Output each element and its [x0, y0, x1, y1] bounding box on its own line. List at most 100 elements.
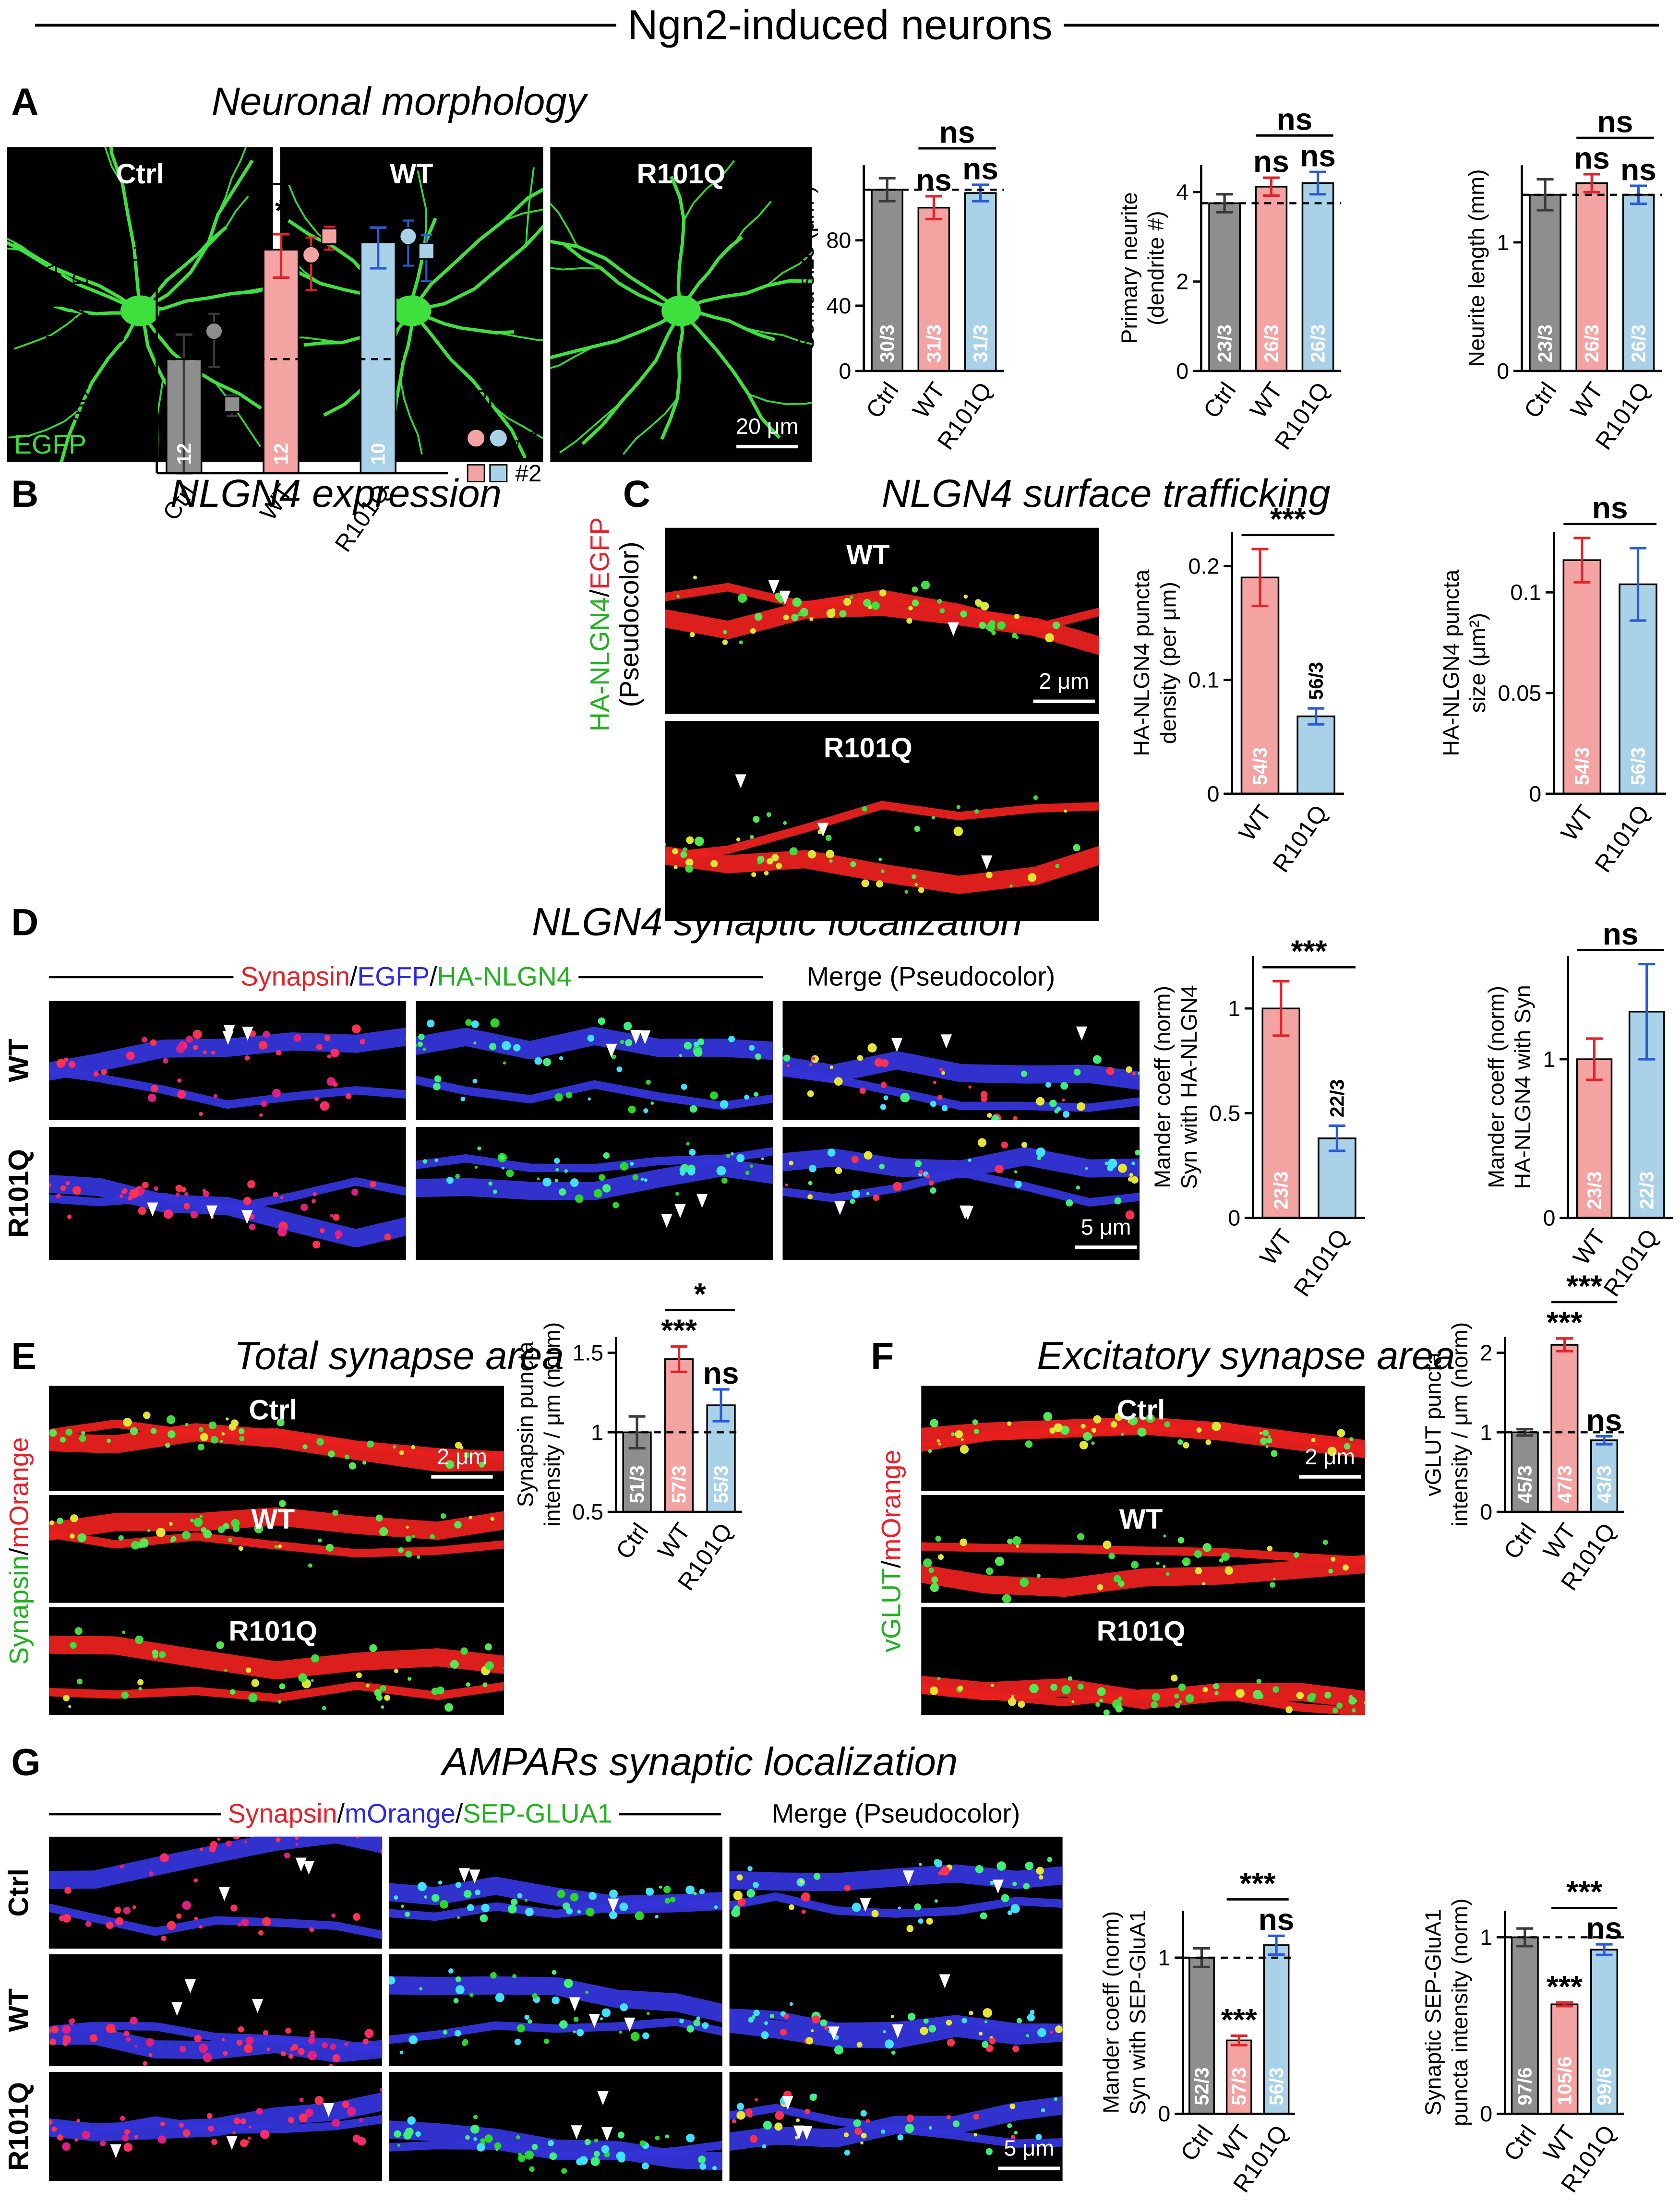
micrograph-feature: [609, 1911, 617, 1919]
arrowhead: [834, 1201, 846, 1215]
micrograph: [389, 1836, 722, 1949]
micrograph-feature: [601, 2008, 611, 2017]
micrograph-feature: [864, 1151, 873, 1160]
micrograph-feature: [1152, 1693, 1160, 1701]
micrograph-feature: [1322, 1539, 1328, 1545]
y-axis-label: intensity / μm (norm): [540, 1322, 564, 1527]
micrograph-feature: [440, 1900, 449, 1909]
micrograph-feature: [135, 1635, 144, 1644]
micrograph: [665, 527, 1099, 714]
micrograph-feature: [809, 1063, 813, 1066]
micrograph-feature: [878, 858, 882, 862]
micrograph-feature: [681, 1084, 687, 1090]
micrograph-feature: [834, 1077, 843, 1086]
micrograph-feature: [694, 836, 704, 846]
figure-title: Ngn2-induced neurons: [627, 1, 1052, 48]
micrograph-feature: [1118, 1580, 1125, 1587]
micrograph-feature: [123, 2142, 132, 2152]
micrograph-feature: [746, 1889, 756, 1898]
micrograph-feature: [554, 1158, 560, 1164]
micrograph-feature: [797, 612, 802, 617]
micrograph-feature: [663, 1886, 671, 1893]
micrograph-feature: [830, 608, 836, 613]
arrowhead: [458, 1868, 470, 1882]
micrograph-feature: [1010, 1904, 1020, 1914]
micrograph-feature: [384, 1233, 391, 1241]
micrograph-feature: [946, 2020, 952, 2026]
micrograph-feature: [327, 1054, 331, 1059]
micrograph-feature: [990, 1683, 994, 1687]
micrograph-feature: [33, 1436, 40, 1443]
micrograph-feature: [60, 1185, 66, 1191]
micrograph-feature: [430, 1534, 435, 1539]
micrograph-feature: [150, 1039, 157, 1046]
micrograph-feature: [157, 2135, 167, 2144]
micrograph-feature: [1126, 1066, 1132, 1073]
micrograph-feature: [332, 2054, 340, 2062]
micrograph-feature: [431, 1894, 440, 1902]
micrograph-feature: [438, 1880, 443, 1885]
micrograph-feature: [646, 1079, 651, 1085]
micrograph-feature: [198, 1112, 203, 1116]
error-bar: [1272, 980, 1290, 1037]
micrograph-feature: [198, 1427, 204, 1432]
image-label: 20 μm: [736, 414, 799, 439]
micrograph-feature: [987, 1113, 992, 1118]
arrowhead: [222, 1030, 234, 1045]
micrograph-feature: [593, 2151, 600, 2157]
micrograph-feature: [616, 2151, 625, 2161]
micrograph-feature: [550, 267, 602, 271]
micrograph-feature: [685, 1885, 695, 1895]
micrograph-feature: [811, 2029, 814, 2033]
micrograph-feature: [599, 1174, 605, 1181]
micrograph-feature: [698, 2155, 706, 2164]
micrograph-feature: [93, 1071, 99, 1077]
micrograph-feature: [960, 1438, 964, 1441]
micrograph-feature: [617, 2131, 625, 2139]
arrowhead: [607, 1898, 619, 1913]
micrograph-feature: [68, 1705, 72, 1708]
micrograph-feature: [850, 595, 853, 599]
micrograph-feature: [1118, 1163, 1128, 1173]
micrograph-feature: [686, 2133, 695, 2142]
micrograph-feature: [963, 594, 968, 599]
stain-part: /: [430, 961, 437, 991]
micrograph-feature: [49, 1419, 504, 1460]
micrograph-feature: [1214, 1691, 1219, 1696]
micrograph-feature: [952, 2120, 960, 2128]
micrograph-feature: [1351, 1708, 1356, 1713]
micrograph-feature: [1311, 1438, 1316, 1443]
micrograph-feature: [890, 2015, 894, 2018]
x-tick-label: Ctrl: [861, 377, 904, 423]
n-label: 51/3: [626, 1465, 648, 1503]
micrograph-feature: [722, 2160, 727, 2164]
stain-part: Synapsin: [228, 1799, 337, 1829]
micrograph-feature: [70, 1641, 77, 1649]
micrograph-feature: [342, 2101, 350, 2108]
micrograph-feature: [469, 1993, 474, 1997]
bar: [964, 192, 997, 372]
micrograph-feature: [512, 1974, 517, 1978]
micrograph-feature: [1156, 1561, 1160, 1565]
micrograph-feature: [466, 1682, 470, 1687]
micrograph-feature: [912, 874, 917, 879]
micrograph-feature: [937, 1095, 943, 1100]
micrograph-feature: [939, 608, 945, 613]
micrograph-feature: [480, 1914, 488, 1923]
micrograph-feature: [276, 1050, 282, 1056]
micrograph-feature: [559, 402, 621, 454]
micrograph-feature: [930, 1187, 936, 1194]
micrograph-feature: [784, 2014, 790, 2019]
stain-label: Synapsin/mOrange/SEP-GLUA1: [228, 1799, 612, 1829]
micrograph-feature: [190, 1519, 194, 1522]
micrograph-feature: [753, 2010, 760, 2016]
micrograph-feature: [782, 1168, 1140, 1207]
micrograph-feature: [774, 593, 780, 598]
micrograph-feature: [1073, 1871, 1079, 1877]
y-axis-label: Syn with SEP-GluA1: [1125, 1910, 1150, 2115]
bar: [1296, 715, 1335, 795]
micrograph-feature: [585, 1990, 589, 1994]
micrograph-feature: [1088, 1434, 1093, 1439]
error-bar: [712, 1388, 730, 1423]
